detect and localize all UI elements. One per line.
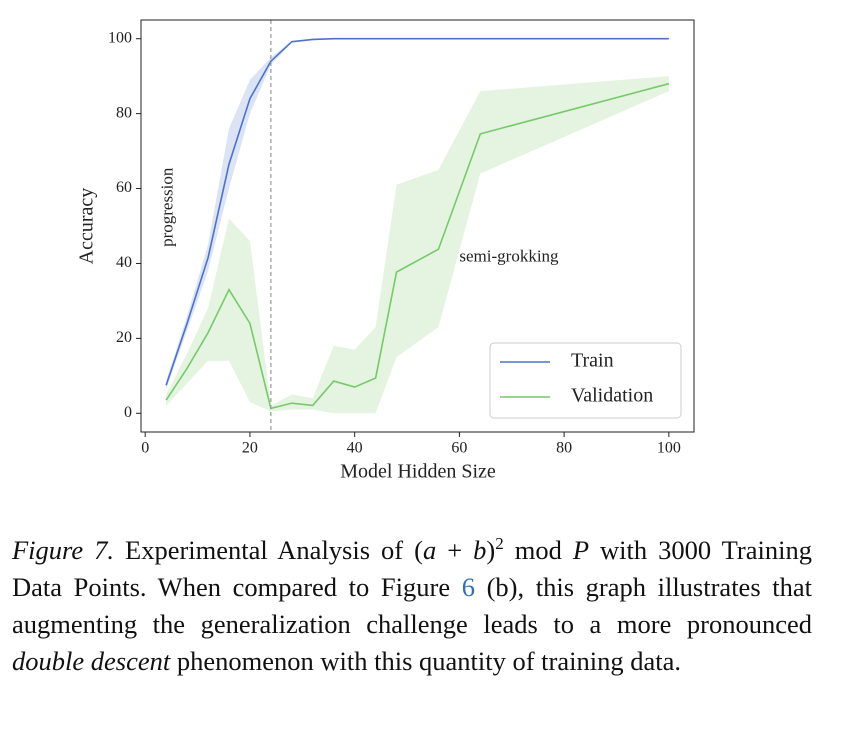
confidence-band (166, 76, 669, 414)
caption-text: mod (503, 535, 573, 565)
series-line (165, 37, 669, 386)
x-axis-label: Model Hidden Size (340, 461, 496, 483)
caption-text: double descent (12, 646, 171, 676)
annotation: progression (158, 167, 177, 247)
legend-label: Validation (571, 385, 653, 407)
x-tick-label: 20 (242, 440, 258, 457)
x-tick-label: 40 (347, 440, 363, 457)
caption-text: phenomenon with this quantity of trainin… (170, 646, 681, 676)
caption-text: 2 (495, 534, 504, 554)
caption-text: ) (486, 535, 496, 565)
caption-text: Figure 7. (12, 535, 115, 565)
caption-text: Experimental Analysis of ( (114, 535, 423, 565)
y-tick-label: 100 (108, 29, 132, 46)
caption-text: with 3000 Training Data Points. When com… (12, 535, 812, 602)
caption-text: + (436, 535, 474, 565)
x-tick-label: 60 (451, 440, 467, 457)
y-tick-label: 80 (116, 104, 132, 121)
caption-text: b (473, 535, 487, 565)
y-tick-label: 40 (116, 254, 132, 271)
y-tick-label: 20 (116, 329, 132, 346)
legend-label: Train (571, 350, 614, 372)
annotation: semi-grokking (459, 247, 559, 266)
x-tick-label: 80 (556, 440, 572, 457)
caption-text: a (422, 535, 437, 565)
plot-frame (140, 19, 695, 433)
caption: Figure 7. Experimental Analysis of (a + … (12, 532, 812, 680)
y-tick-label: 60 (116, 179, 132, 196)
figure-link[interactable]: 6 (461, 572, 475, 602)
x-tick-label: 100 (657, 440, 681, 457)
y-tick-label: 0 (124, 404, 132, 421)
series-line (165, 82, 670, 410)
x-tick-label: 0 (141, 440, 149, 457)
y-axis-label: Accuracy (76, 188, 98, 265)
caption-text: (b), this graph illustrates that augment… (12, 572, 812, 639)
legend: Train Validation (489, 342, 682, 419)
chart: Model Hidden Size Accuracy 0 20 40 60 80 100 0… (76, 19, 695, 483)
caption-text: P (572, 535, 590, 565)
